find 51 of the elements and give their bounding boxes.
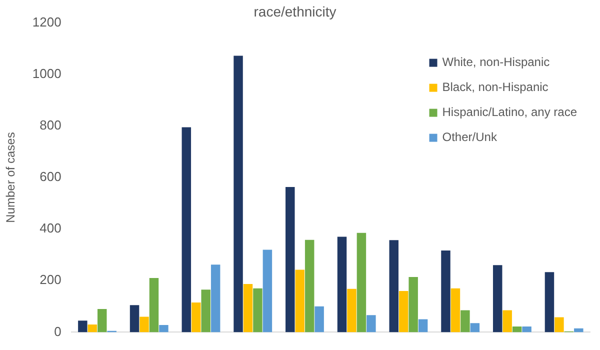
bar (366, 315, 376, 332)
bar (182, 127, 192, 332)
bar (337, 236, 347, 332)
y-tick-label: 200 (40, 272, 62, 288)
bar (502, 310, 512, 332)
bar (243, 284, 253, 332)
bar (192, 302, 201, 332)
y-tick-label: 400 (40, 220, 62, 236)
bar (389, 240, 398, 332)
bar (522, 326, 532, 332)
bar (460, 310, 470, 332)
y-axis-title: Number of cases (4, 132, 18, 223)
bar (88, 324, 98, 332)
bar (262, 250, 272, 332)
bar (314, 306, 324, 332)
bar (347, 288, 356, 332)
bar (140, 316, 149, 332)
bar (554, 317, 564, 332)
bar (295, 270, 304, 332)
bar (78, 320, 88, 332)
bar (97, 308, 107, 332)
bar (544, 272, 554, 332)
bar (159, 324, 168, 332)
bar (210, 264, 220, 332)
bar (470, 323, 480, 332)
bar (286, 187, 295, 332)
bar (130, 305, 140, 332)
bar (492, 265, 502, 332)
bar (441, 250, 450, 332)
bar (234, 56, 243, 332)
bar (149, 278, 159, 332)
y-tick-label: 1200 (32, 14, 62, 30)
legend-label: White, non-Hispanic (442, 55, 550, 70)
y-tick-label: 800 (40, 118, 62, 133)
y-tick-label: 0 (54, 324, 62, 339)
bar (574, 328, 584, 332)
legend-label: Other/Unk (442, 130, 498, 144)
y-tick-label: 1000 (32, 66, 62, 81)
bar (304, 240, 314, 332)
y-tick-label: 600 (40, 169, 62, 184)
legend-label: Black, non-Hispanic (442, 80, 548, 94)
bar (418, 319, 428, 332)
legend-label: Hispanic/Latino, any race (442, 105, 578, 120)
bar (512, 326, 522, 332)
bar (408, 277, 418, 332)
bar (398, 290, 408, 332)
bar (356, 232, 366, 332)
bar (450, 288, 460, 332)
bar (201, 290, 210, 332)
bar (253, 288, 262, 332)
chart-title: race/ethnicity (254, 3, 336, 20)
